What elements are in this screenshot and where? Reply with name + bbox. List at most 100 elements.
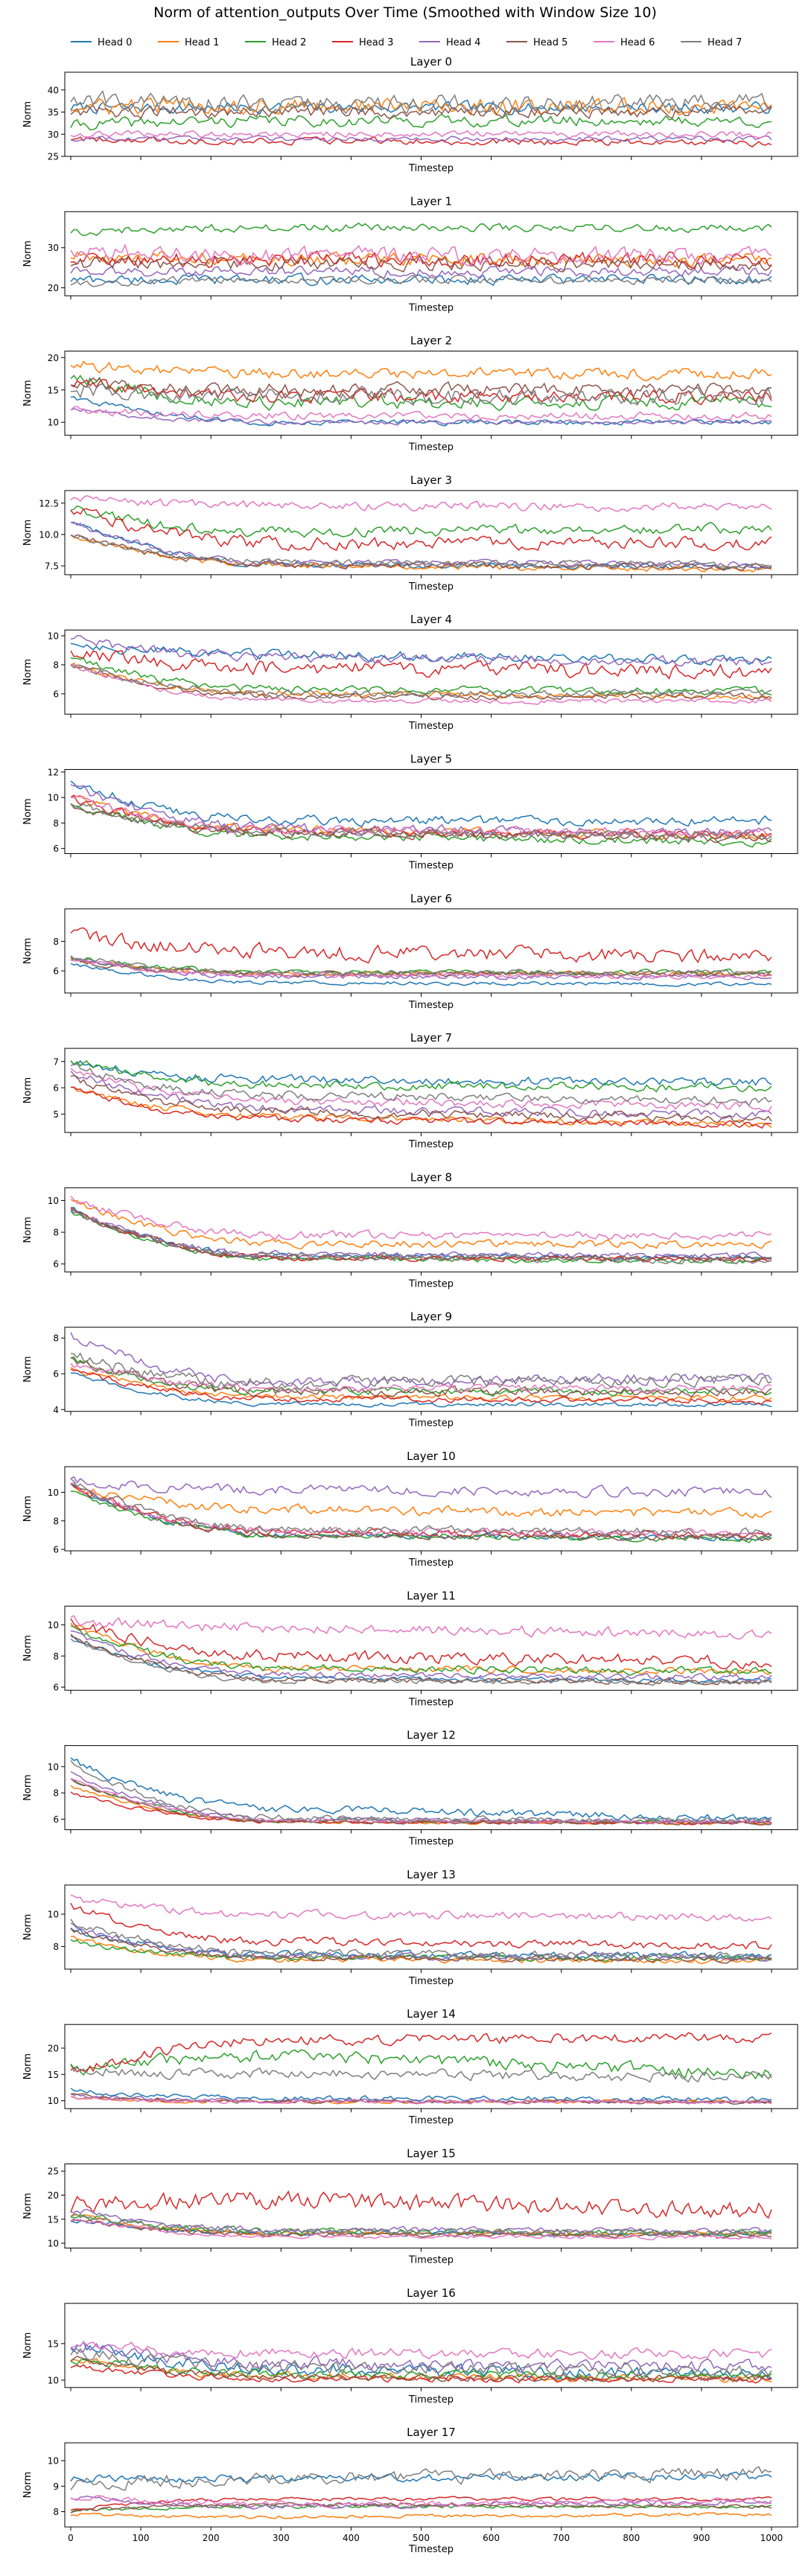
series-line (70, 1199, 772, 1250)
series-line (70, 406, 772, 421)
y-tick-label: 10 (48, 1910, 59, 1920)
series-line (70, 222, 772, 237)
x-axis-label: Timestep (408, 1278, 454, 1289)
plot-frame (64, 2303, 798, 2388)
series-line (70, 1368, 772, 1405)
series-line (70, 1074, 772, 1123)
subplot-layer-2: Layer 2 10 15 20 Timestep Norm (22, 334, 798, 453)
y-axis-label: Norm (22, 1356, 34, 1382)
y-tick-label: 6 (53, 1683, 59, 1693)
series-line (70, 1778, 772, 1825)
series-line (70, 89, 772, 115)
series-line (71, 2219, 772, 2241)
subplot-title: Layer 13 (407, 1868, 456, 1881)
series-line (70, 2064, 772, 2083)
x-axis-label: Timestep (408, 2115, 454, 2126)
subplot-title: Layer 9 (410, 1310, 452, 1324)
legend-label: Head 6 (620, 37, 655, 48)
plot-frame (64, 769, 798, 854)
y-tick-label: 6 (53, 1259, 59, 1269)
y-tick-label: 8 (53, 818, 59, 829)
subplot-title: Layer 17 (407, 2426, 456, 2439)
y-axis-label: Norm (22, 1774, 34, 1800)
y-tick-label: 10.0 (39, 529, 59, 540)
subplot-layer-7: Layer 7 5 6 7 Timestep Norm (22, 1031, 798, 1150)
y-tick-label: 5 (53, 1109, 59, 1120)
series-line (70, 1208, 772, 1265)
legend-label: Head 0 (98, 37, 132, 48)
series-line (70, 1760, 772, 1825)
y-axis-label: Norm (22, 1635, 34, 1661)
series-line (70, 243, 772, 267)
series-line (70, 2341, 772, 2361)
series-line (70, 274, 772, 287)
series-line (70, 1478, 772, 1538)
series-line (70, 1352, 772, 1390)
series-line (70, 113, 772, 131)
series-line (70, 927, 772, 964)
legend-label: Head 1 (185, 37, 219, 48)
y-tick-label: 8 (53, 2507, 59, 2517)
series-line (70, 1625, 772, 1676)
y-axis-label: Norm (22, 2333, 34, 2359)
series-line (70, 643, 772, 666)
plot-frame (64, 908, 798, 994)
series-line (70, 1059, 772, 1087)
y-axis-label: Norm (22, 101, 34, 127)
series-line (70, 2512, 772, 2519)
y-axis-label: Norm (22, 659, 34, 685)
y-tick-label: 8 (53, 1333, 59, 1344)
series-line (70, 1919, 772, 1962)
subplot-layer-13: Layer 13 8 10 Timestep Norm (22, 1868, 798, 1987)
x-axis-label: Timestep (408, 1976, 454, 1987)
subplot-title: Layer 15 (407, 2147, 456, 2161)
series-line (70, 1208, 772, 1260)
y-axis-label: Norm (22, 798, 34, 824)
series-line (70, 1060, 772, 1093)
series-line (70, 2466, 772, 2491)
x-tick-label: 800 (623, 2533, 640, 2543)
series-line (70, 1483, 772, 1542)
subplot-title: Layer 1 (410, 194, 452, 208)
x-tick-label: 900 (693, 2533, 710, 2543)
x-axis-label: Timestep (408, 442, 454, 453)
y-tick-label: 10 (48, 2456, 59, 2467)
series-line (70, 2213, 772, 2237)
plot-frame (64, 629, 798, 715)
subplot-title: Layer 4 (410, 613, 452, 626)
series-line (70, 1894, 772, 1922)
y-tick-label: 15 (48, 2214, 59, 2225)
series-line (70, 377, 772, 398)
y-tick-label: 15 (48, 2070, 59, 2080)
x-axis-label: Timestep (408, 163, 454, 174)
x-axis-label: Timestep (408, 861, 454, 872)
series-line (71, 1372, 772, 1408)
series-line (70, 2471, 772, 2484)
series-line (70, 508, 772, 552)
plot-frame (64, 1605, 798, 1691)
y-tick-label: 6 (53, 1545, 59, 1555)
y-tick-label: 7 (53, 1056, 59, 1067)
y-tick-label: 10 (48, 1488, 59, 1498)
series-line (70, 1207, 772, 1263)
series-line (70, 265, 772, 279)
y-tick-label: 10 (48, 631, 59, 641)
series-line (70, 780, 772, 827)
y-axis-label: Norm (22, 2472, 34, 2498)
plot-frame (64, 1884, 798, 1970)
series-line (70, 1630, 772, 1683)
y-tick-label: 8 (53, 1942, 59, 1952)
y-tick-label: 8 (53, 937, 59, 947)
x-axis-label: Timestep (408, 2544, 454, 2555)
x-axis-label: Timestep (408, 302, 454, 313)
x-tick-label: 1000 (760, 2533, 783, 2543)
plot-frame (64, 1187, 798, 1272)
y-tick-label: 8 (53, 1516, 59, 1526)
x-axis-label: Timestep (408, 1697, 454, 1708)
subplot-title: Layer 11 (407, 1589, 456, 1602)
subplot-title: Layer 14 (407, 2007, 456, 2021)
series-line (70, 1208, 772, 1262)
series-line (70, 664, 772, 699)
x-axis-label: Timestep (408, 2255, 454, 2266)
